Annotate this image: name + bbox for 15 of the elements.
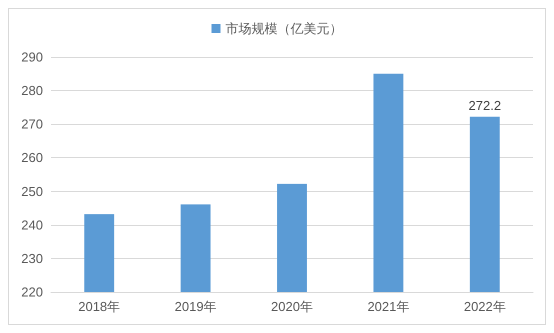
x-tick-label: 2020年 [271, 299, 313, 314]
x-tick-label: 2022年 [464, 299, 506, 314]
y-tick-label: 270 [21, 116, 43, 132]
x-tick-label: 2018年 [78, 299, 120, 314]
y-tick-label: 250 [21, 184, 43, 199]
y-tick-label: 260 [21, 150, 43, 166]
y-tick-label: 240 [21, 217, 43, 232]
y-tick-label: 280 [21, 83, 43, 98]
y-tick-label: 220 [21, 284, 43, 300]
legend-label: 市场规模（亿美元） [226, 21, 342, 36]
y-tick-label: 230 [21, 250, 43, 266]
x-tick-label: 2021年 [367, 299, 410, 314]
y-tick-label: 290 [21, 50, 43, 64]
data-label: 272.2 [468, 98, 502, 113]
x-tick-label: 2019年 [174, 299, 217, 314]
